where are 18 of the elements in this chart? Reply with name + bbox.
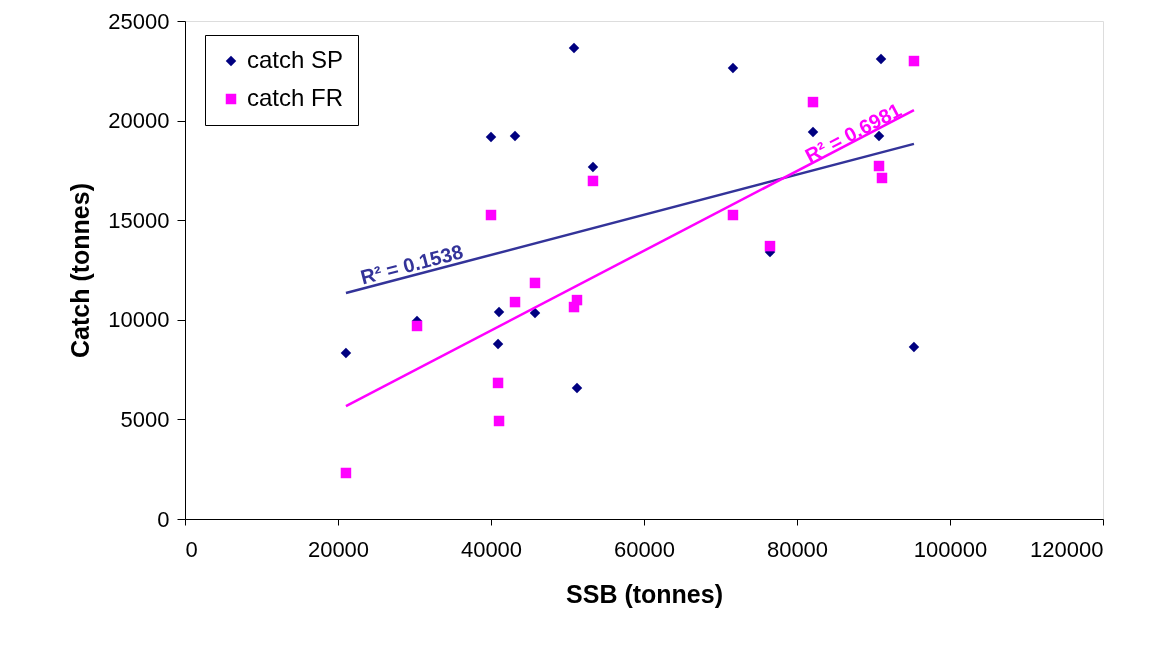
y-tick-label: 25000 [108, 8, 170, 34]
x-tick-label: 20000 [307, 536, 370, 562]
legend-label: catch FR [247, 84, 344, 111]
x-axis-title: SSB (tonnes) [566, 579, 723, 608]
y-tick-label: 20000 [108, 108, 170, 134]
y-axis-title: Catch (tonnes) [66, 183, 95, 358]
annotation: R² = 0.1538 [358, 240, 466, 289]
y-tick-label: 15000 [108, 207, 170, 233]
y-tick-label: 5000 [120, 406, 170, 432]
y-tick-label: 0 [157, 506, 170, 532]
legend-label: catch SP [247, 46, 344, 73]
x-tick-label: 0 [185, 536, 198, 562]
x-tick-label: 100000 [913, 536, 988, 562]
x-tick-label: 60000 [613, 536, 676, 562]
x-tick-label: 120000 [1030, 536, 1104, 562]
x-tick-label: 80000 [766, 536, 829, 562]
y-tick-label: 10000 [108, 307, 170, 333]
x-tick-label: 40000 [460, 536, 523, 562]
